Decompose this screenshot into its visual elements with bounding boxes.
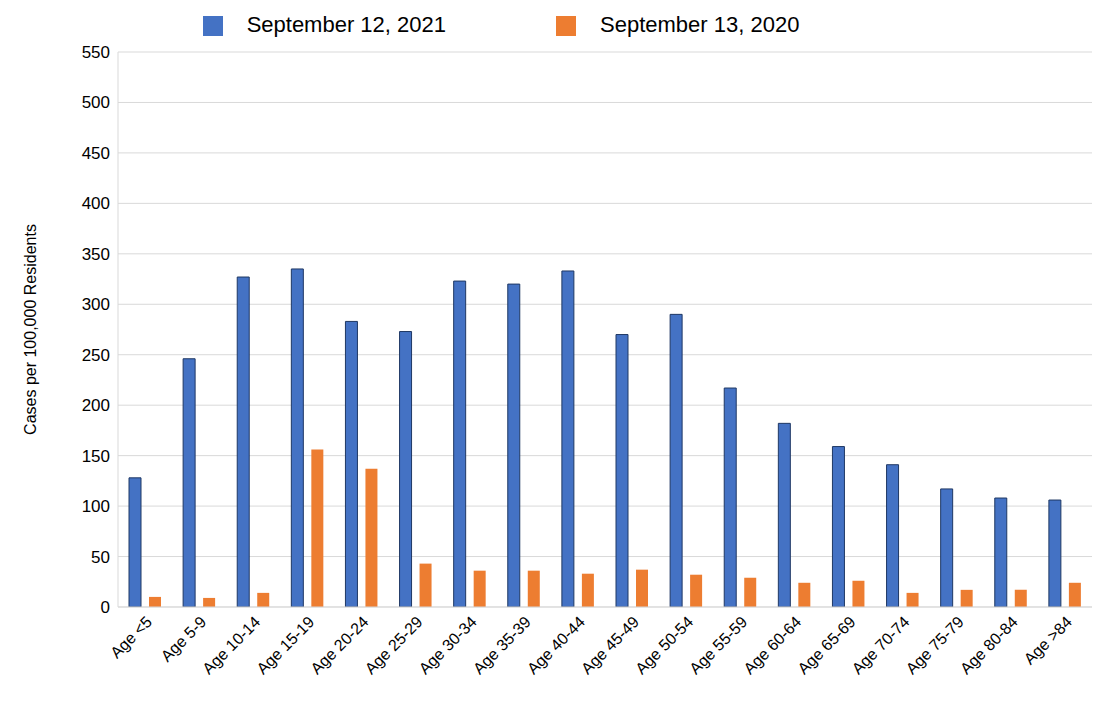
svg-text:Age 35-39: Age 35-39 [470, 613, 534, 677]
svg-text:Age 30-34: Age 30-34 [416, 613, 480, 677]
svg-text:Age <5: Age <5 [107, 613, 155, 661]
svg-text:Age 15-19: Age 15-19 [253, 613, 317, 677]
svg-text:Age 10-14: Age 10-14 [199, 613, 263, 677]
svg-text:Age 20-24: Age 20-24 [307, 613, 371, 677]
svg-text:Age 25-29: Age 25-29 [362, 613, 426, 677]
svg-text:100: 100 [82, 497, 110, 516]
svg-text:Age >84: Age >84 [1021, 613, 1076, 668]
svg-text:Age 5-9: Age 5-9 [158, 613, 210, 665]
svg-text:500: 500 [82, 93, 110, 112]
svg-text:Age 65-69: Age 65-69 [794, 613, 858, 677]
svg-text:Age 40-44: Age 40-44 [524, 613, 588, 677]
svg-text:Age 45-49: Age 45-49 [578, 613, 642, 677]
html-text:September 13, 2020: September 13, 2020 [600, 12, 800, 37]
svg-text:300: 300 [82, 295, 110, 314]
svg-text:Age 80-84: Age 80-84 [957, 613, 1021, 677]
svg-text:450: 450 [82, 144, 110, 163]
svg-text:50: 50 [91, 548, 110, 567]
svg-text:Age 60-64: Age 60-64 [740, 613, 804, 677]
svg-text:250: 250 [82, 346, 110, 365]
svg-text:0: 0 [101, 598, 110, 617]
svg-text:Age 50-54: Age 50-54 [632, 613, 696, 677]
svg-text:150: 150 [82, 447, 110, 466]
svg-text:Age 70-74: Age 70-74 [849, 613, 913, 677]
svg-text:400: 400 [82, 194, 110, 213]
svg-text:Cases per 100,000 Residents: Cases per 100,000 Residents [22, 224, 39, 435]
html-text:September 12, 2021: September 12, 2021 [246, 12, 446, 37]
svg-text:550: 550 [82, 43, 110, 62]
svg-text:350: 350 [82, 245, 110, 264]
svg-text:Age 55-59: Age 55-59 [686, 613, 750, 677]
svg-text:200: 200 [82, 396, 110, 415]
svg-text:Age 75-79: Age 75-79 [903, 613, 967, 677]
